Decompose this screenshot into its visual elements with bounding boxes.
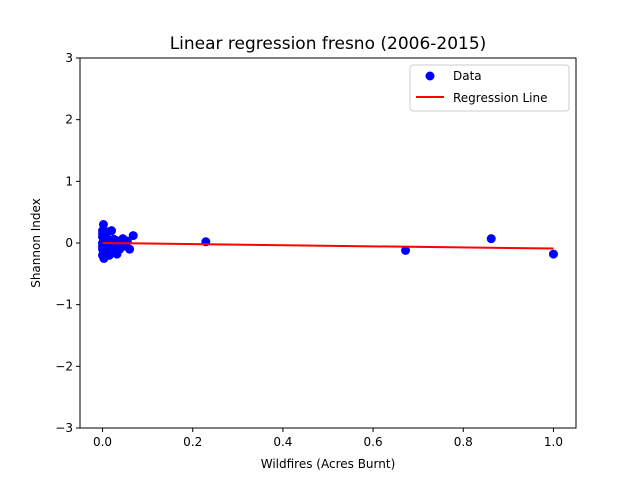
legend-data-label: Data: [453, 69, 482, 83]
y-tick-label: −2: [55, 359, 73, 373]
y-tick-label: 1: [65, 174, 73, 188]
data-point: [548, 249, 558, 259]
x-tick-label: 0.8: [454, 435, 473, 449]
x-axis: 0.0 0.2 0.4 0.6 0.8 1.0: [93, 428, 563, 449]
data-point: [98, 220, 108, 229]
x-tick-label: 1.0: [544, 435, 563, 449]
data-point: [128, 231, 138, 241]
y-axis-label: Shannon Index: [29, 198, 43, 288]
chart-title: Linear regression fresno (2006-2015): [170, 34, 487, 54]
y-tick-label: −3: [55, 421, 73, 435]
data-point: [401, 245, 411, 255]
legend-regression-label: Regression Line: [453, 91, 547, 105]
x-tick-label: 0.4: [273, 435, 292, 449]
legend-data-marker: [425, 71, 435, 81]
y-tick-label: 0: [65, 236, 73, 250]
data-point: [486, 234, 496, 244]
legend: Data Regression Line: [409, 64, 570, 112]
x-tick-label: 0.0: [93, 435, 112, 449]
legend-frame: [409, 64, 570, 112]
data-point: [107, 226, 117, 236]
y-axis: −3 −2 −1 0 1 2 3: [55, 51, 80, 435]
y-tick-label: −1: [55, 298, 73, 312]
data-marks: [98, 220, 558, 263]
y-tick-label: 3: [65, 51, 73, 65]
x-axis-label: Wildfires (Acres Burnt): [261, 457, 396, 471]
regression-line: [102, 242, 554, 250]
y-tick-label: 2: [65, 113, 73, 127]
x-tick-label: 0.2: [183, 435, 202, 449]
x-tick-label: 0.6: [364, 435, 383, 449]
data-point: [125, 244, 135, 254]
